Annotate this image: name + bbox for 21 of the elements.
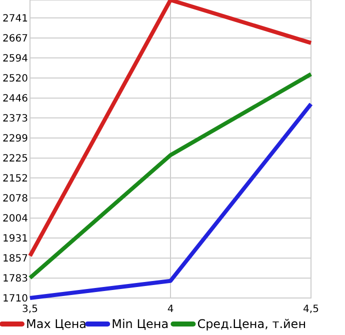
y-tick-label: 2594 [2,53,28,64]
x-tick-label: 3,5 [22,304,38,315]
y-tick-label: 2741 [2,13,28,24]
y-tick-label: 1710 [2,294,28,304]
legend-label: Max Цена [26,317,87,331]
y-tick-label: 1783 [2,274,28,285]
y-tick-label: 1857 [2,254,28,265]
legend-label: Min Цена [112,317,169,331]
x-tick-label: 4,5 [303,304,319,315]
y-tick-label: 2373 [2,113,28,124]
y-tick-label: 1931 [2,233,28,244]
y-tick-label: 2004 [2,214,28,225]
y-tick-label: 2225 [2,154,28,165]
y-tick-label: 2667 [2,34,28,45]
y-tick-label: 2299 [2,134,28,144]
legend-label: Сред.Цена, т.йен [197,317,306,331]
y-tick-label: 2520 [2,73,28,84]
x-tick-label: 4 [167,304,174,315]
y-tick-label: 2152 [2,173,28,184]
y-tick-label: 2078 [2,194,28,205]
y-tick-label: 2446 [2,94,28,105]
